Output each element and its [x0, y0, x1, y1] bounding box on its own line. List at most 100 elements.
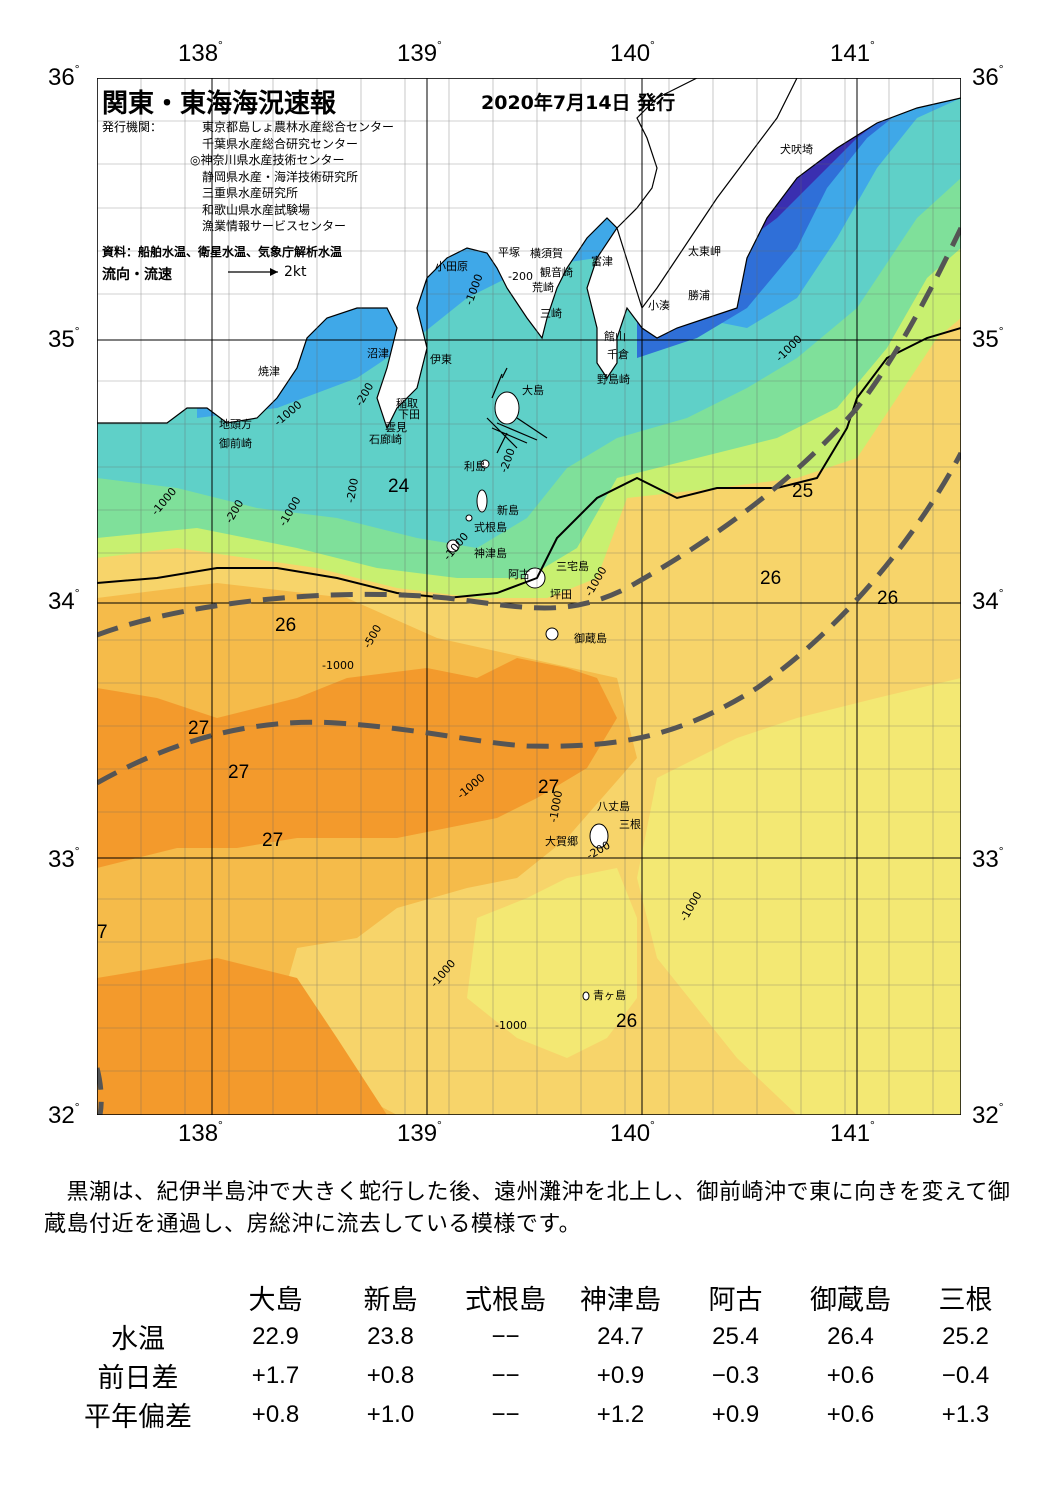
publisher-item: 漁業情報サービスセンター — [202, 219, 347, 233]
table-row: 前日差 +1.7 +0.8 −− +0.9 −0.3 +0.6 −0.4 — [58, 1356, 1023, 1395]
station-header: 御蔵島 — [810, 1285, 891, 1315]
table-cell: −0.4 — [941, 1361, 990, 1389]
lon-bottom-139: 139° — [397, 1118, 442, 1147]
table-cell: 23.8 — [367, 1322, 414, 1350]
temp-band-25-5-east — [637, 678, 961, 1115]
publisher-item: 千葉県水産総合研究センター — [202, 136, 359, 151]
depth-label: -200 — [508, 270, 533, 283]
island-oshima — [494, 391, 520, 425]
lon-top-139: 139° — [397, 38, 442, 67]
place-label: 館山 — [604, 330, 626, 343]
island-hachijojima — [589, 823, 609, 849]
place-label: 坪田 — [550, 588, 572, 601]
place-label: 八丈島 — [597, 800, 630, 813]
lon-top-141: 141° — [830, 38, 875, 67]
isotherm-label: 24 — [388, 476, 410, 497]
lat-left-35: 35° — [48, 324, 80, 353]
table-cell: +0.9 — [596, 1361, 645, 1389]
place-label: 石廊崎 — [369, 433, 402, 446]
publisher-item: 三重県水産研究所 — [202, 186, 299, 200]
place-label: 沼津 — [367, 347, 389, 360]
table-cell: 22.9 — [252, 1322, 299, 1350]
lat-right-35: 35° — [972, 324, 1004, 353]
lat-left-34: 34° — [48, 586, 80, 615]
table-row: 平年偏差 +0.8 +1.0 −− +1.2 +0.9 +0.6 +1.3 — [58, 1395, 1023, 1434]
place-label: 三宅島 — [556, 560, 589, 573]
table-cell: 24.7 — [597, 1322, 644, 1350]
place-label: 雲見 — [385, 421, 407, 434]
table-row: 水温 22.9 23.8 −− 24.7 25.4 26.4 25.2 — [58, 1317, 1023, 1356]
publisher-label: 発行機関： — [102, 120, 163, 134]
station-header: 大島 — [248, 1285, 303, 1315]
table-cell: −− — [491, 1322, 520, 1350]
place-label: 稲取 — [396, 397, 418, 410]
row-label: 平年偏差 — [84, 1402, 192, 1432]
island-niijima — [476, 489, 488, 513]
lon-bottom-140: 140° — [610, 1118, 655, 1147]
depth-label: -1000 — [495, 1019, 527, 1032]
isotherm-label: 26 — [616, 1011, 638, 1032]
kuroshio-path-south — [97, 451, 961, 786]
table-cell: +1.2 — [596, 1400, 645, 1428]
place-label: 三根 — [619, 818, 641, 831]
place-label: 地頭方 — [219, 418, 252, 431]
lat-right-33: 33° — [972, 844, 1004, 873]
table-cell: 25.4 — [712, 1322, 759, 1350]
station-header: 阿古 — [708, 1285, 763, 1315]
place-label: 小湊 — [648, 299, 670, 312]
place-label: 小田原 — [435, 260, 468, 273]
current-arrows — [486, 367, 548, 454]
lat-right-32: 32° — [972, 1100, 1004, 1129]
table-cell: +0.8 — [251, 1400, 300, 1428]
island-kozushima — [446, 539, 460, 553]
sea-surface-temperature-map — [97, 78, 961, 1115]
publisher-item: 和歌山県水産試験場 — [202, 202, 311, 217]
observation-table: 大島 新島 式根島 神津島 阿古 御蔵島 三根 水温 22.9 23.8 −− … — [58, 1278, 1023, 1434]
place-label: 平塚 — [498, 246, 520, 259]
station-header: 式根島 — [465, 1285, 546, 1315]
lat-right-34: 34° — [972, 586, 1004, 615]
isotherm-25-line — [97, 327, 961, 600]
table-cell: +0.8 — [366, 1361, 415, 1389]
island-toshima — [480, 459, 490, 469]
lat-right-36: 36° — [972, 62, 1004, 91]
temp-band-27 — [97, 658, 617, 868]
land-boso — [616, 78, 798, 310]
table-cell: −− — [491, 1361, 520, 1389]
isotherm-label: 26 — [275, 615, 297, 636]
place-label: 伊東 — [430, 353, 452, 366]
place-label: 野島崎 — [597, 373, 630, 386]
isotherm-label: 26 — [877, 588, 899, 609]
place-label: 焼津 — [258, 365, 280, 378]
lon-top-138: 138° — [178, 38, 223, 67]
land-honshu — [97, 78, 961, 430]
lon-bottom-141: 141° — [830, 1118, 875, 1147]
place-label: 富津 — [591, 255, 613, 268]
flow-legend-label: 流向・流速 — [102, 267, 172, 283]
station-header: 神津島 — [580, 1285, 661, 1315]
temp-band-25-5-south — [467, 868, 637, 1058]
place-label: 大賀郷 — [545, 835, 578, 848]
lon-top-140: 140° — [610, 38, 655, 67]
row-label: 前日差 — [97, 1363, 179, 1393]
table-corner — [58, 1278, 218, 1317]
table-cell: +1.0 — [366, 1400, 415, 1428]
place-label: 横須賀 — [530, 247, 563, 260]
place-label: 観音崎 — [540, 266, 573, 279]
lat-left-32: 32° — [48, 1100, 80, 1129]
table-cell: −− — [491, 1400, 520, 1428]
table-cell: −0.3 — [711, 1361, 760, 1389]
flow-scale-arrow — [228, 268, 278, 276]
table-cell: +0.6 — [826, 1361, 875, 1389]
isotherm-label: 27 — [262, 830, 284, 851]
place-label: 千倉 — [607, 348, 629, 361]
place-label: 阿古 — [508, 568, 530, 581]
kuroshio-path-north — [97, 226, 961, 638]
table-cell: +0.6 — [826, 1400, 875, 1428]
data-source: 資料：船舶水温、衛星水温、気象庁解析水温 — [102, 245, 343, 259]
table-cell: +0.9 — [711, 1400, 760, 1428]
place-label: 御蔵島 — [574, 632, 607, 645]
publisher-item: 静岡県水産・海洋技術研究所 — [202, 169, 359, 184]
isotherm-label: 7 — [97, 922, 108, 943]
temp-band-27-south — [97, 958, 387, 1115]
